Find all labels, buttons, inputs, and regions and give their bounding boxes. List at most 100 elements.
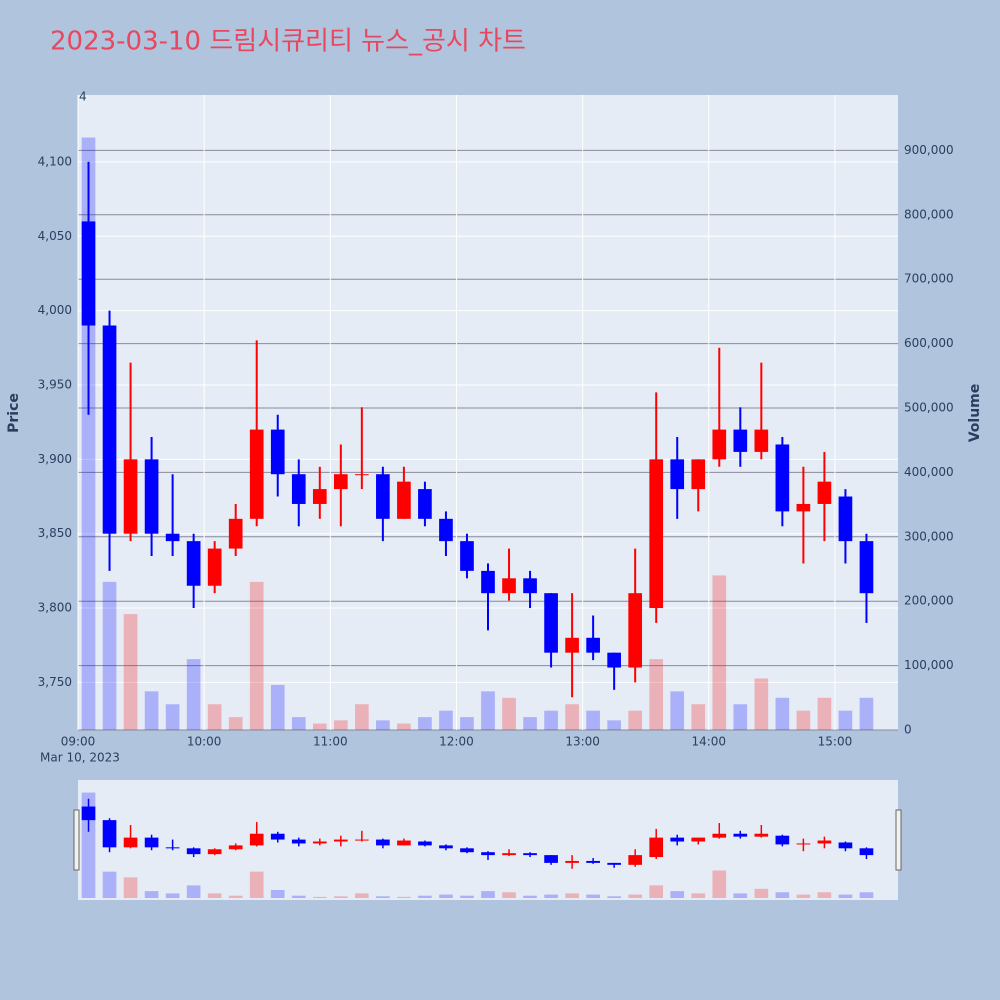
candle-body bbox=[81, 221, 96, 326]
volume-bar bbox=[312, 723, 327, 730]
mini-volume-bar bbox=[102, 871, 117, 898]
mini-volume-bar bbox=[397, 896, 411, 898]
mini-volume-bar bbox=[418, 895, 432, 898]
mini-volume-bar bbox=[439, 894, 453, 898]
mini-volume-bar bbox=[270, 889, 285, 898]
mini-candle-body bbox=[544, 855, 558, 863]
y-tick-label: 4,050 bbox=[38, 229, 72, 243]
mini-candle-body bbox=[523, 853, 537, 856]
volume-bar bbox=[565, 704, 579, 730]
volume-bar bbox=[586, 710, 600, 730]
volume-bar bbox=[249, 581, 264, 730]
volume-bar bbox=[481, 691, 495, 730]
y2-tick-label: 100,000 bbox=[904, 658, 954, 672]
candle-body bbox=[838, 496, 853, 542]
candle-body bbox=[586, 637, 600, 653]
mini-candle-body bbox=[586, 860, 600, 863]
candle-body bbox=[817, 481, 832, 504]
candle-body bbox=[397, 481, 411, 519]
x-tick-label: 10:00 bbox=[187, 735, 222, 749]
mini-candle-body bbox=[838, 842, 853, 849]
volume-bar bbox=[355, 704, 369, 730]
mini-candle-body bbox=[228, 845, 243, 850]
volume-bar bbox=[165, 704, 180, 730]
mini-volume-bar bbox=[712, 870, 727, 898]
candle-body bbox=[754, 429, 769, 452]
mini-volume-bar bbox=[186, 885, 201, 898]
candle-body bbox=[291, 474, 306, 504]
volume-bar bbox=[775, 697, 790, 730]
mini-volume-bar bbox=[376, 896, 390, 898]
mini-volume-bar bbox=[607, 896, 621, 898]
mini-volume-bar bbox=[460, 895, 474, 898]
volume-bar bbox=[838, 710, 853, 730]
mini-volume-bar bbox=[859, 892, 874, 898]
volume-bar bbox=[691, 704, 706, 730]
volume-bar bbox=[291, 717, 306, 730]
candle-body bbox=[228, 518, 243, 549]
candle-body bbox=[123, 459, 138, 534]
mini-candle-body bbox=[607, 862, 621, 865]
y2-tick-label: 200,000 bbox=[904, 594, 954, 608]
mini-candle-body bbox=[102, 820, 117, 848]
mini-candle-body bbox=[123, 837, 138, 848]
candle-body bbox=[144, 459, 159, 534]
mini-volume-bar bbox=[670, 891, 685, 898]
candle-body bbox=[249, 429, 264, 519]
candle-body bbox=[165, 533, 180, 542]
candle-body bbox=[628, 593, 643, 668]
volume-bar bbox=[670, 691, 685, 730]
range-handle-left[interactable] bbox=[73, 809, 80, 871]
mini-candle-body bbox=[460, 848, 474, 853]
volume-bar bbox=[544, 710, 558, 730]
mini-candle-body bbox=[333, 839, 348, 842]
y2-tick-label: 600,000 bbox=[904, 336, 954, 350]
candle-body bbox=[439, 518, 453, 542]
mini-candle-body bbox=[712, 833, 727, 838]
candle-body bbox=[355, 474, 369, 476]
range-slider[interactable] bbox=[78, 780, 898, 900]
candle-body bbox=[544, 593, 558, 653]
volume-bar bbox=[523, 717, 537, 730]
candle-body bbox=[270, 429, 285, 475]
mini-volume-bar bbox=[333, 896, 348, 898]
annotation: 4 bbox=[79, 90, 87, 104]
x-tick-label: 12:00 bbox=[439, 735, 474, 749]
y2-tick-label: 500,000 bbox=[904, 400, 954, 414]
candle-body bbox=[607, 652, 621, 668]
y2-tick-label: 700,000 bbox=[904, 272, 954, 286]
candle-body bbox=[502, 578, 516, 594]
volume-bar bbox=[397, 723, 411, 730]
mini-candle-body bbox=[355, 839, 369, 841]
candle-body bbox=[565, 637, 579, 653]
range-handle-right[interactable] bbox=[895, 809, 902, 871]
candle-body bbox=[333, 474, 348, 490]
mini-candle-body bbox=[81, 806, 96, 821]
mini-volume-bar bbox=[312, 896, 327, 898]
mini-candle-body bbox=[754, 833, 769, 837]
mini-candle-body bbox=[439, 845, 453, 849]
mini-volume-bar bbox=[228, 895, 243, 898]
y-tick-label: 4,100 bbox=[38, 154, 72, 168]
y-tick-label: 3,750 bbox=[38, 675, 72, 689]
mini-candle-body bbox=[775, 835, 790, 845]
x-tick-label: 09:00 bbox=[61, 735, 96, 749]
volume-bar bbox=[207, 704, 222, 730]
mini-candle-body bbox=[270, 833, 285, 840]
mini-volume-bar bbox=[775, 892, 790, 898]
y-tick-label: 4,000 bbox=[38, 303, 72, 317]
volume-bar bbox=[754, 678, 769, 730]
volume-bar bbox=[502, 697, 516, 730]
mini-candle-body bbox=[165, 847, 180, 849]
mini-candle-body bbox=[502, 853, 516, 856]
y2-axis-title: Volume bbox=[967, 384, 983, 443]
mini-volume-bar bbox=[123, 877, 138, 898]
candle-body bbox=[376, 474, 390, 519]
mini-candle-body bbox=[565, 860, 579, 863]
mini-candle-body bbox=[628, 855, 643, 865]
y2-tick-label: 400,000 bbox=[904, 465, 954, 479]
candle-body bbox=[418, 489, 432, 519]
volume-bar bbox=[376, 720, 390, 730]
mini-candle-body bbox=[733, 833, 748, 837]
mini-candle-body bbox=[649, 837, 664, 858]
